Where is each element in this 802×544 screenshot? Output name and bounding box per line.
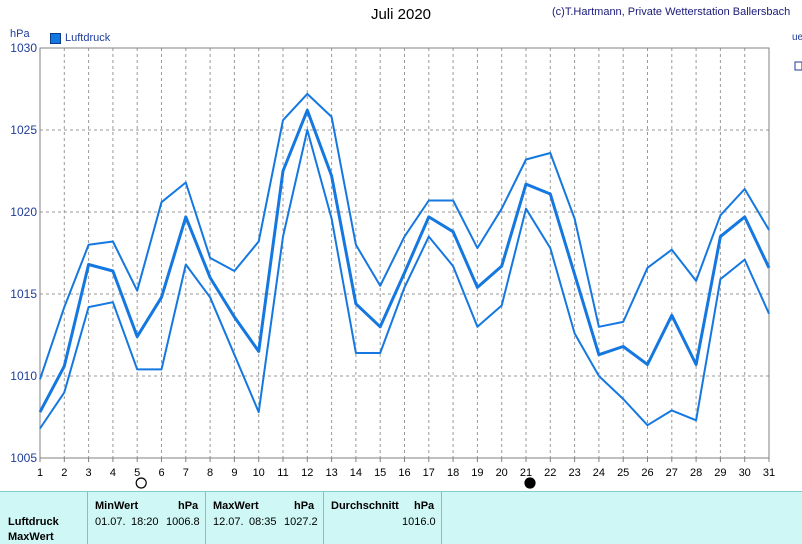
x-tick-label: 12 [301, 467, 313, 479]
x-tick-label: 24 [593, 467, 605, 479]
durchschnitt-header: Durchschnitt [331, 500, 399, 512]
x-axis: 1 2 3 4 5 6 7 8 9 10 11 12 13 14 15 16 17 18 19 20 21 22 23 24 2… [37, 458, 775, 479]
x-tick-label: 26 [641, 467, 653, 479]
svg-text:ue: ue [792, 32, 802, 43]
x-tick-label: 21 [520, 467, 532, 479]
x-tick-label: 3 [86, 467, 92, 479]
x-tick-label: 17 [423, 467, 435, 479]
x-tick-label: 11 [277, 467, 288, 479]
x-tick-label: 5 [134, 467, 140, 479]
series-lines [38, 92, 771, 430]
y-tick-label: 1010 [10, 369, 37, 383]
panel-divider [441, 492, 442, 544]
legend-label: Luftdruck [65, 32, 111, 44]
durchschnitt-unit: hPa [414, 500, 435, 512]
maxwert-value: 1027.2 [284, 516, 318, 528]
minwert-value: 1006.8 [166, 516, 200, 528]
maxwert-time: 08:35 [249, 516, 277, 528]
x-tick-label: 8 [207, 467, 213, 479]
x-tick-label: 23 [568, 467, 580, 479]
x-tick-label: 2 [61, 467, 67, 479]
durchschnitt-cell: Durchschnitt hPa 1016.0 [323, 492, 442, 544]
moon-full-icon [135, 477, 147, 489]
x-tick-label: 29 [714, 467, 726, 479]
series-line-max [39, 92, 770, 380]
x-tick-label: 25 [617, 467, 629, 479]
y-axis-unit: hPa [10, 28, 30, 40]
x-tick-label: 31 [763, 467, 775, 479]
maxwert-unit: hPa [294, 500, 315, 512]
x-tick-label: 4 [110, 467, 116, 479]
moon-new-icon [524, 477, 536, 489]
y-tick-label: 1020 [10, 205, 37, 219]
grid [40, 48, 769, 458]
x-tick-label: 15 [374, 467, 386, 479]
y-tick-label: 1025 [10, 123, 37, 137]
row-label-luftdruck: Luftdruck [8, 516, 59, 528]
chart-title: Juli 2020 [370, 6, 432, 23]
row-label-maxwert: MaxWert [8, 531, 54, 543]
x-tick-label: 14 [350, 467, 362, 479]
legend: Luftdruck [50, 32, 110, 44]
moon-phases [135, 477, 536, 489]
credit-text: (c)T.Hartmann, Private Wetterstation Bal… [552, 6, 791, 18]
minwert-unit: hPa [178, 500, 199, 512]
minwert-date: 01.07. [95, 516, 126, 528]
x-tick-label: 30 [739, 467, 751, 479]
y-axis: 1005 1010 1015 1020 1025 1030 [10, 41, 37, 465]
x-tick-label: 22 [544, 467, 556, 479]
maxwert-date: 12.07. [213, 516, 244, 528]
x-tick-label: 19 [471, 467, 483, 479]
minwert-time: 18:20 [131, 516, 159, 528]
series-line-min [39, 129, 770, 430]
x-tick-label: 7 [183, 467, 189, 479]
right-partial-axis: ue [792, 32, 802, 71]
x-tick-label: 16 [398, 467, 410, 479]
y-tick-label: 1005 [10, 451, 37, 465]
durchschnitt-value: 1016.0 [402, 516, 436, 528]
x-tick-label: 28 [690, 467, 702, 479]
x-tick-label: 9 [231, 467, 237, 479]
minwert-cell: MinWert hPa 01.07. 18:20 1006.8 [87, 492, 206, 544]
x-tick-label: 27 [666, 467, 678, 479]
y-tick-label: 1030 [10, 41, 37, 55]
x-tick-label: 6 [158, 467, 164, 479]
stats-panel: Luftdruck MaxWert MinWert hPa 01.07. 18:… [0, 491, 802, 544]
minwert-header: MinWert [95, 500, 139, 512]
x-tick-label: 13 [325, 467, 337, 479]
x-tick-label: 1 [37, 467, 43, 479]
x-tick-label: 18 [447, 467, 459, 479]
x-tick-label: 20 [496, 467, 508, 479]
series-line-avg [38, 108, 771, 413]
x-tick-label: 10 [253, 467, 265, 479]
maxwert-header: MaxWert [213, 500, 259, 512]
maxwert-cell: MaxWert hPa 12.07. 08:35 1027.2 [205, 492, 324, 544]
legend-swatch [50, 32, 61, 44]
y-tick-label: 1015 [10, 287, 37, 301]
